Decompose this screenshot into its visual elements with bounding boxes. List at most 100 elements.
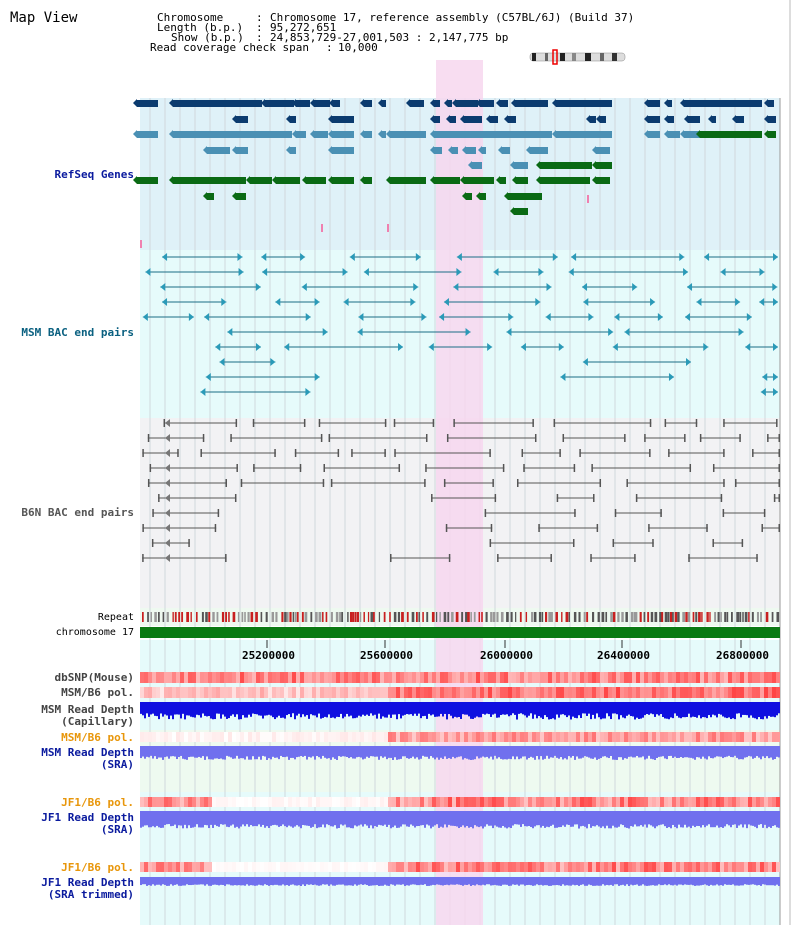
- polymorphism-cell: [380, 687, 384, 698]
- read-depth-bar: [250, 811, 252, 826]
- polymorphism-cell: [348, 732, 352, 742]
- track-label-jf1-b6-pol[interactable]: JF1/B6 pol.: [61, 796, 134, 809]
- repeat-mark: [470, 612, 472, 622]
- polymorphism-cell: [660, 862, 664, 872]
- polymorphism-cell: [480, 862, 484, 872]
- repeat-mark: [481, 612, 483, 622]
- read-depth-bar: [340, 811, 342, 825]
- track-label-dbsnp[interactable]: dbSNP(Mouse): [54, 671, 134, 684]
- read-depth-bar: [722, 811, 724, 828]
- repeat-mark: [714, 612, 717, 622]
- repeat-mark: [301, 612, 304, 622]
- polymorphism-cell: [512, 862, 516, 872]
- read-depth-bar: [154, 877, 156, 886]
- repeat-mark: [208, 612, 211, 622]
- read-depth-bar: [634, 746, 636, 758]
- polymorphism-cell: [496, 862, 500, 872]
- read-depth-bar: [736, 702, 738, 714]
- track-label-jf1-depth-trim-1[interactable]: JF1 Read Depth: [41, 876, 134, 889]
- read-depth-bar: [412, 746, 414, 757]
- msm-pair-end: [588, 313, 594, 321]
- gene-mark: [587, 195, 589, 203]
- track-label-refseq[interactable]: RefSeq Genes: [54, 168, 134, 181]
- polymorphism-cell: [596, 732, 600, 742]
- polymorphism-cell: [740, 687, 744, 698]
- read-depth-bar: [488, 746, 490, 759]
- repeat-mark: [492, 612, 496, 622]
- read-depth-bar: [694, 811, 696, 828]
- polymorphism-cell: [340, 687, 344, 698]
- read-depth-bar: [754, 811, 756, 827]
- b6n-pair-end: [534, 434, 537, 442]
- track-label-msm-depth-sra-1[interactable]: MSM Read Depth: [41, 746, 134, 759]
- read-depth-bar: [432, 702, 434, 715]
- polymorphism-cell: [252, 797, 256, 807]
- polymorphism-cell: [748, 672, 752, 683]
- polymorphism-cell: [300, 672, 304, 683]
- read-depth-bar: [172, 746, 174, 757]
- polymorphism-cell: [444, 687, 448, 698]
- read-depth-bar: [172, 702, 174, 720]
- track-label-msm-b6-pol-2[interactable]: MSM/B6 pol.: [61, 731, 134, 744]
- read-depth-bar: [492, 811, 494, 829]
- gene-strand-arrow: [406, 99, 410, 107]
- read-depth-bar: [558, 702, 560, 718]
- read-depth-bar: [378, 746, 380, 760]
- read-depth-bar: [642, 811, 644, 827]
- read-depth-bar: [456, 702, 458, 718]
- read-depth-bar: [728, 746, 730, 756]
- read-depth-bar: [334, 702, 336, 719]
- read-depth-bar: [720, 746, 722, 757]
- polymorphism-cell: [360, 732, 364, 742]
- read-depth-bar: [452, 746, 454, 757]
- polymorphism-cell: [504, 672, 508, 683]
- polymorphism-cell: [548, 687, 552, 698]
- polymorphism-cell: [508, 672, 512, 683]
- repeat-mark: [568, 612, 571, 622]
- read-depth-bar: [764, 877, 766, 885]
- read-depth-bar: [608, 811, 610, 829]
- read-depth-bar: [506, 811, 508, 829]
- read-depth-bar: [308, 811, 310, 826]
- polymorphism-cell: [668, 672, 672, 683]
- b6n-pair-end: [562, 434, 565, 442]
- read-depth-bar: [174, 877, 176, 885]
- polymorphism-cell: [656, 672, 660, 683]
- read-depth-bar: [474, 702, 476, 718]
- polymorphism-cell: [196, 797, 200, 807]
- read-depth-bar: [638, 877, 640, 886]
- gene-strand-arrow: [468, 161, 472, 169]
- track-label-msm-depth-cap-1[interactable]: MSM Read Depth: [41, 703, 134, 716]
- polymorphism-cell: [584, 687, 588, 698]
- read-depth-bar: [170, 811, 172, 827]
- polymorphism-cell: [684, 862, 688, 872]
- read-depth-bar: [294, 811, 296, 827]
- b6n-pair-end: [165, 494, 170, 502]
- track-label-msm-b6-pol[interactable]: MSM/B6 pol.: [61, 686, 134, 699]
- polymorphism-cell: [532, 797, 536, 807]
- polymorphism-cell: [536, 687, 540, 698]
- read-depth-bar: [524, 811, 526, 827]
- track-label-jf1-depth-sra-1[interactable]: JF1 Read Depth: [41, 811, 134, 824]
- read-depth-bar: [572, 877, 574, 885]
- read-depth-bar: [466, 877, 468, 886]
- msm-pair-end: [301, 283, 307, 291]
- polymorphism-cell: [588, 797, 592, 807]
- read-depth-bar: [534, 702, 536, 715]
- read-depth-bar: [460, 746, 462, 757]
- track-label-jf1-b6-pol-2[interactable]: JF1/B6 pol.: [61, 861, 134, 874]
- polymorphism-cell: [312, 732, 316, 742]
- track-label-repeat[interactable]: Repeat: [97, 612, 134, 623]
- track-label-msm-bac[interactable]: MSM BAC end pairs: [21, 326, 134, 339]
- read-depth-bar: [424, 746, 426, 757]
- read-depth-bar: [638, 746, 640, 758]
- repeat-mark: [221, 612, 225, 622]
- read-depth-bar: [720, 877, 722, 886]
- read-depth-bar: [584, 811, 586, 827]
- track-label-b6n-bac[interactable]: B6N BAC end pairs: [21, 506, 134, 519]
- polymorphism-cell: [644, 797, 648, 807]
- read-depth-bar: [326, 702, 328, 718]
- read-depth-bar: [182, 702, 184, 714]
- polymorphism-cell: [712, 687, 716, 698]
